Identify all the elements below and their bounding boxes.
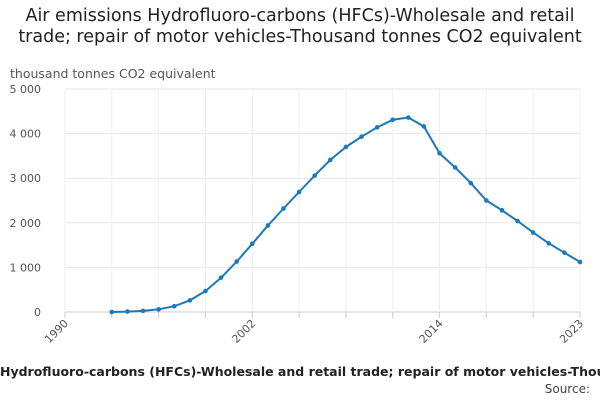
data-point xyxy=(437,150,442,156)
y-tick-label: 3 000 xyxy=(10,172,42,185)
y-tick-label: 1 000 xyxy=(10,261,42,274)
y-tick-label: 0 xyxy=(34,306,41,319)
data-point xyxy=(156,307,161,312)
data-point xyxy=(249,241,255,247)
data-point xyxy=(499,208,505,213)
data-point xyxy=(546,241,552,246)
x-ticks: 1990 2002 2014 2023 xyxy=(42,312,586,346)
data-point xyxy=(530,230,536,235)
series-group xyxy=(109,115,583,315)
data-point xyxy=(390,117,396,123)
data-point xyxy=(468,180,474,186)
data-point xyxy=(312,173,317,178)
x-tick-label: 2002 xyxy=(229,317,258,346)
x-tick-label: 1990 xyxy=(42,317,71,346)
y-axis-label: thousand tonnes CO2 equivalent xyxy=(10,66,216,81)
data-point xyxy=(515,218,520,224)
data-point xyxy=(187,298,193,303)
data-point xyxy=(328,157,333,163)
legend-series-label: Hydrofluoro-carbons (HFCs)-Wholesale and… xyxy=(0,364,600,379)
data-point xyxy=(218,275,224,280)
data-point xyxy=(343,144,349,150)
data-point xyxy=(374,125,380,130)
data-point xyxy=(484,198,489,203)
chart-title: Air emissions Hydrofluoro-carbons (HFCs)… xyxy=(18,6,582,47)
data-point xyxy=(421,124,427,129)
data-point xyxy=(577,259,583,265)
data-point xyxy=(234,259,239,264)
data-point xyxy=(406,115,411,120)
data-point xyxy=(562,250,567,255)
data-point xyxy=(109,309,115,315)
data-point xyxy=(125,309,130,314)
y-tick-label: 4 000 xyxy=(10,128,42,141)
y-tick-label: 5 000 xyxy=(10,83,42,96)
data-point xyxy=(296,189,302,195)
data-point xyxy=(359,134,364,140)
data-point xyxy=(203,288,208,294)
data-point xyxy=(140,308,146,314)
y-tick-label: 2 000 xyxy=(10,217,42,230)
x-tick-label: 2023 xyxy=(557,317,586,346)
source-label: Source: xyxy=(544,382,590,396)
data-point xyxy=(171,303,177,309)
data-point xyxy=(452,165,458,170)
data-point xyxy=(265,223,271,228)
data-point xyxy=(281,206,286,211)
y-tick-labels: 0 1 000 2 000 3 000 4 000 5 000 xyxy=(10,83,42,319)
gridlines xyxy=(64,88,581,318)
x-tick-label: 2014 xyxy=(417,317,446,346)
